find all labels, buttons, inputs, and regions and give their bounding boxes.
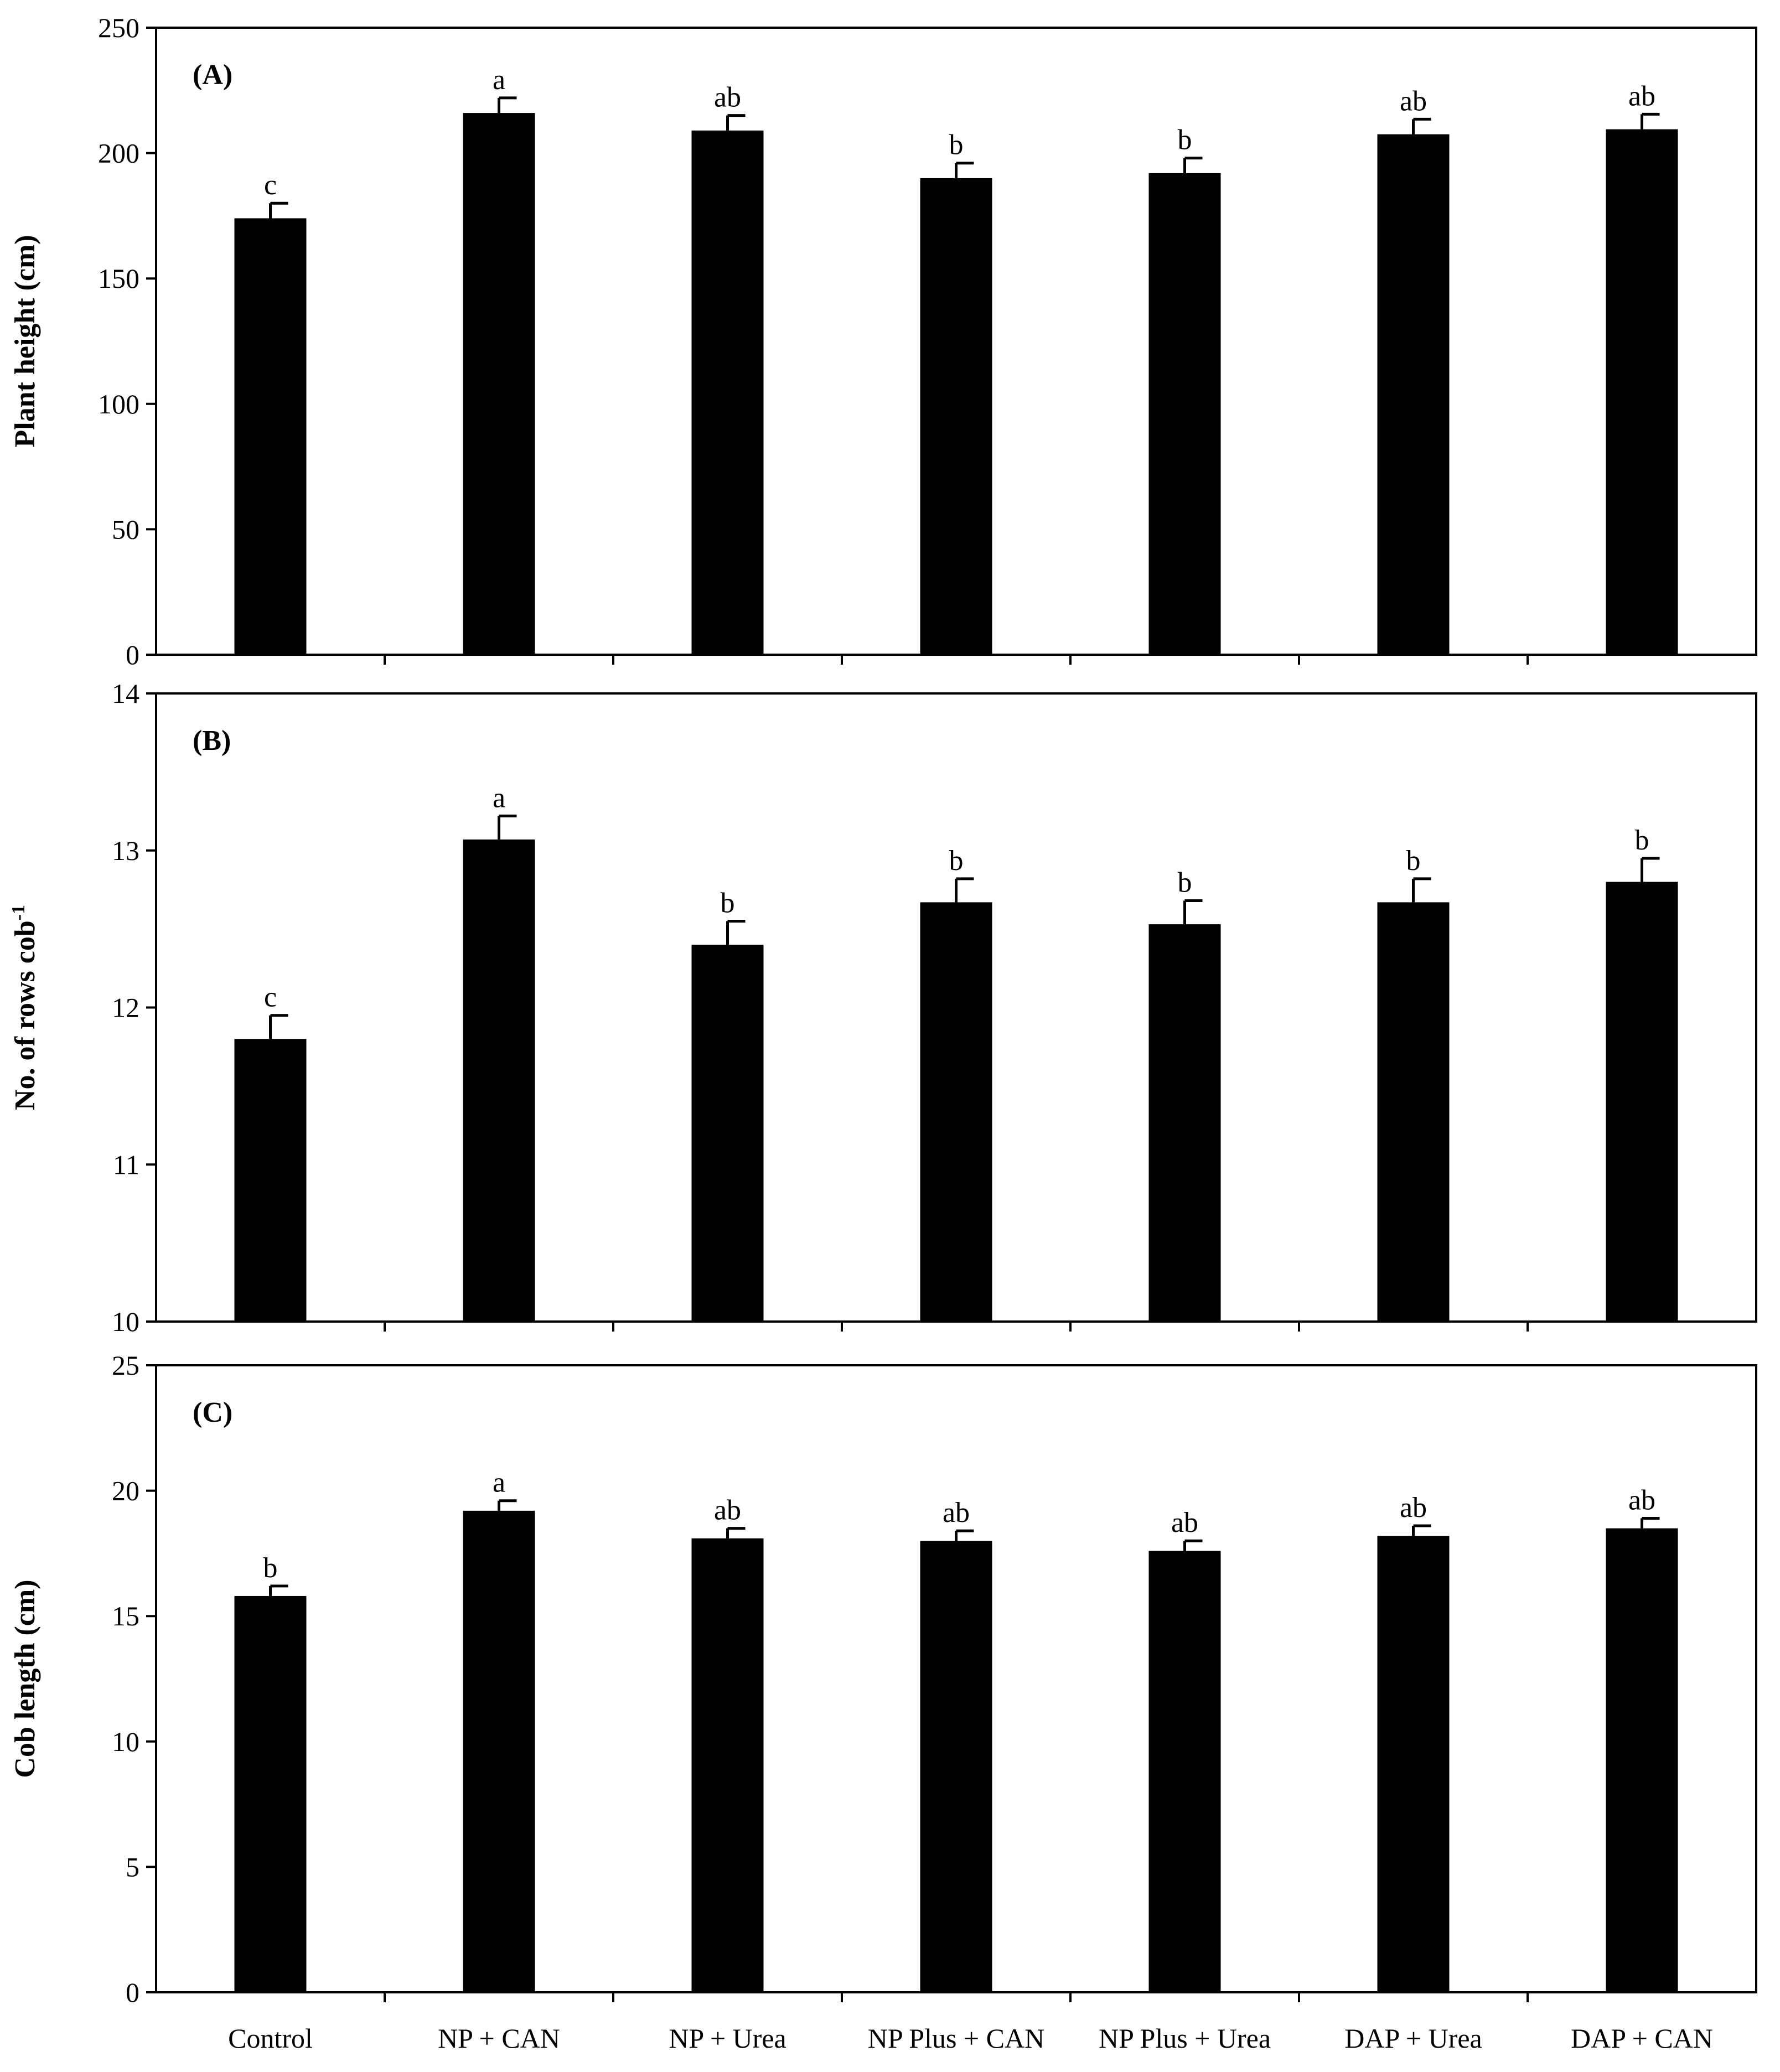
- panel-1: 0 50 100 150 200 250 (A) Plant height (cm) c a ab b…: [9, 12, 1757, 670]
- bar-5: [1148, 1551, 1221, 1992]
- bar-4: [920, 1541, 992, 1992]
- bar-2: [463, 1510, 535, 1992]
- significance-label: a: [493, 782, 505, 814]
- significance-label: ab: [1400, 1492, 1427, 1524]
- y-tick-label: 50: [112, 514, 139, 545]
- category-label: NP + Urea: [669, 2023, 786, 2054]
- y-tick-label: 15: [112, 1600, 139, 1631]
- significance-label: b: [1406, 845, 1421, 877]
- significance-label: ab: [1628, 1484, 1655, 1516]
- significance-label: ab: [714, 82, 741, 113]
- significance-label: b: [721, 887, 735, 919]
- panel-2: 10 11 12 13 14 (B) No. of rows cob-1 c a b b b b b: [8, 678, 1757, 1337]
- panel-3: 0 5 10 15 20 25 (C) Cob length (cm) b Control a NP …: [9, 1350, 1757, 2054]
- category-label: DAP + CAN: [1571, 2023, 1713, 2054]
- bar-2: [463, 113, 535, 655]
- significance-label: ab: [1171, 1507, 1198, 1539]
- y-axis-title-text: Cob length (cm): [9, 1579, 41, 1778]
- y-tick-label: 20: [112, 1475, 139, 1506]
- bar-6: [1377, 134, 1450, 655]
- panel-label: (A): [193, 59, 232, 91]
- y-tick-label: 150: [98, 263, 139, 294]
- bar-7: [1606, 882, 1678, 1322]
- y-axis-title: Plant height (cm): [9, 235, 41, 447]
- bar-4: [920, 178, 992, 655]
- panel-label: (C): [193, 1397, 232, 1428]
- bar-3: [691, 1538, 764, 1992]
- y-tick-label: 10: [112, 1726, 139, 1757]
- y-tick-label: 100: [98, 388, 139, 419]
- y-axis-title-text: No. of rows cob: [9, 920, 41, 1110]
- y-tick-label: 11: [113, 1149, 139, 1180]
- y-axis-title: Cob length (cm): [9, 1579, 41, 1778]
- bar-4: [920, 902, 992, 1322]
- y-axis-title-superscript: -1: [8, 905, 29, 920]
- significance-label: ab: [943, 1497, 970, 1529]
- significance-label: b: [949, 130, 964, 161]
- y-tick-label: 250: [98, 12, 139, 43]
- significance-label: ab: [714, 1495, 741, 1526]
- y-axis-title: No. of rows cob-1: [8, 905, 42, 1110]
- category-label: Control: [228, 2023, 313, 2054]
- bar-7: [1606, 129, 1678, 655]
- y-tick-label: 0: [126, 639, 139, 670]
- significance-label: ab: [1628, 80, 1655, 112]
- bar-1: [234, 218, 307, 655]
- significance-label: c: [264, 169, 277, 201]
- y-tick-label: 13: [112, 835, 139, 866]
- y-tick-label: 25: [112, 1350, 139, 1381]
- category-label: NP Plus + Urea: [1099, 2023, 1271, 2054]
- bar-3: [691, 130, 764, 655]
- category-label: NP + CAN: [438, 2023, 560, 2054]
- category-label: DAP + Urea: [1344, 2023, 1482, 2054]
- significance-label: b: [1178, 867, 1192, 899]
- bar-5: [1148, 173, 1221, 655]
- y-tick-label: 200: [98, 138, 139, 169]
- significance-label: c: [264, 982, 277, 1013]
- y-tick-label: 5: [126, 1851, 139, 1882]
- significance-label: b: [263, 1552, 278, 1584]
- significance-label: a: [493, 64, 505, 96]
- significance-label: b: [1178, 125, 1192, 156]
- bar-1: [234, 1596, 307, 1992]
- y-tick-label: 0: [126, 1977, 139, 2008]
- y-tick-label: 12: [112, 992, 139, 1023]
- category-label: NP Plus + CAN: [868, 2023, 1044, 2054]
- bar-2: [463, 839, 535, 1322]
- bar-6: [1377, 1536, 1450, 1992]
- y-tick-label: 10: [112, 1306, 139, 1337]
- panel-label: (B): [193, 725, 231, 757]
- bar-1: [234, 1039, 307, 1322]
- bar-5: [1148, 924, 1221, 1322]
- significance-label: ab: [1400, 85, 1427, 117]
- y-tick-label: 14: [112, 678, 139, 709]
- significance-label: a: [493, 1467, 505, 1499]
- significance-label: b: [1635, 825, 1649, 856]
- y-axis-title-text: Plant height (cm): [9, 235, 41, 447]
- significance-label: b: [949, 845, 964, 877]
- bar-3: [691, 945, 764, 1322]
- bar-7: [1606, 1528, 1678, 1992]
- bar-6: [1377, 902, 1450, 1322]
